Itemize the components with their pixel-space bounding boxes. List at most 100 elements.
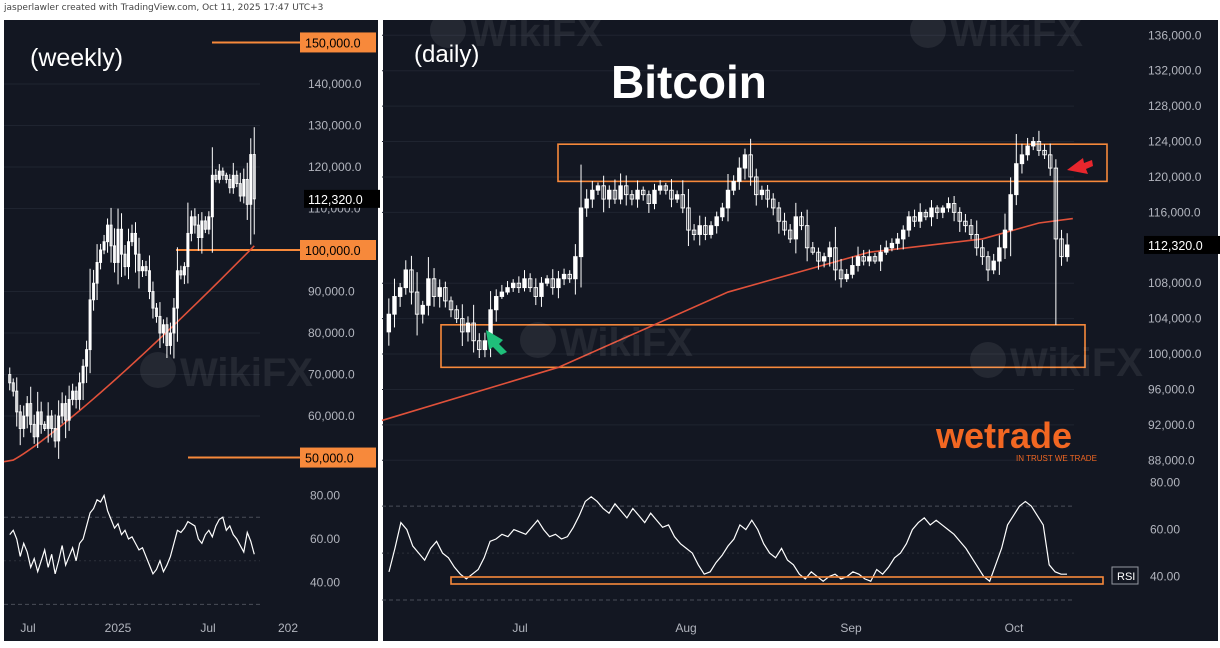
daily-candle	[652, 183, 657, 210]
daily-candle-body	[720, 207, 725, 218]
weekly-candle	[71, 383, 75, 406]
daily-candle	[550, 269, 555, 295]
weekly-candle	[39, 401, 43, 434]
daily-candle	[420, 300, 425, 324]
weekly-candle	[106, 218, 110, 253]
daily-candle	[742, 148, 748, 180]
daily-candle-body	[929, 207, 934, 218]
daily-candle	[691, 224, 697, 241]
daily-candle	[510, 279, 516, 292]
weekly-candle-body	[140, 266, 144, 272]
weekly-candle-body	[11, 382, 15, 392]
daily-candle-body	[1002, 229, 1008, 249]
daily-candle-body	[624, 185, 629, 196]
daily-panel: 136,000.0 132,000.0 128,000.0 124,000.0 120,…	[381, 20, 1220, 641]
weekly-candle	[235, 170, 239, 188]
daily-candle-body	[437, 287, 442, 297]
daily-rsi-line	[388, 496, 1068, 583]
weekly-rsi-tick-label: 60.00	[310, 532, 340, 546]
daily-candle-body	[641, 189, 646, 196]
weekly-candle-body	[113, 245, 117, 263]
daily-candle-body	[471, 322, 476, 342]
weekly-candle-body	[158, 315, 162, 334]
weekly-last-price-badge	[304, 189, 380, 208]
daily-candle	[578, 164, 584, 288]
daily-candle	[533, 278, 539, 306]
daily-candle	[573, 244, 578, 295]
daily-candle-body	[454, 309, 459, 320]
daily-candle	[782, 212, 787, 236]
weekly-candle-body	[137, 253, 141, 272]
daily-candle	[867, 249, 872, 267]
daily-candle-body	[674, 194, 680, 200]
daily-candle	[607, 185, 612, 209]
weekly-candle	[78, 372, 82, 410]
weekly-candle	[158, 302, 162, 348]
daily-candle-body	[431, 278, 437, 297]
weekly-candle	[123, 245, 127, 276]
daily-title: (daily)	[414, 41, 479, 68]
weekly-price-tick-label: 60,000.0	[308, 409, 355, 423]
weekly-candle-body	[217, 170, 221, 180]
weekly-candle-body	[25, 403, 29, 417]
daily-candle	[771, 193, 776, 216]
daily-rsi-tick-label: 40.00	[1150, 570, 1180, 584]
daily-time-tick-label: Oct	[1005, 621, 1024, 635]
weekly-candle-body	[242, 178, 246, 197]
daily-candle	[584, 189, 589, 217]
weekly-level-label: 50,000.0	[305, 452, 354, 466]
daily-candle	[674, 190, 680, 203]
daily-candle-body	[403, 269, 408, 289]
daily-candle-body	[759, 189, 765, 196]
weekly-candle-body	[64, 403, 68, 421]
daily-candle	[669, 179, 674, 208]
daily-candle-body	[827, 247, 832, 258]
wikifx-watermark-text: WikiFX	[180, 351, 313, 395]
daily-candle	[403, 260, 408, 295]
daily-candle-body	[771, 198, 776, 209]
daily-candle-body	[556, 278, 561, 289]
weekly-candle	[67, 385, 71, 431]
weekly-time-tick-label: Jul	[200, 621, 215, 635]
weekly-time-tick-label: Jul	[20, 621, 35, 635]
weekly-candle	[228, 174, 232, 194]
weekly-candle	[242, 168, 246, 204]
weekly-candle	[29, 386, 33, 433]
daily-candle-body	[635, 189, 640, 200]
daily-candle	[386, 298, 392, 346]
weekly-candle-body	[133, 232, 137, 255]
wetrade-logo-tagline: IN TRUST WE TRADE	[1016, 454, 1097, 463]
daily-candle	[454, 305, 459, 324]
daily-candle-body	[1053, 167, 1059, 240]
weekly-candle-body	[228, 178, 232, 189]
daily-candle	[443, 281, 448, 308]
daily-candle-body	[465, 322, 471, 333]
daily-candle	[714, 211, 719, 234]
weekly-level-label: 100,000.0	[305, 244, 361, 258]
daily-price-tick-label: 128,000.0	[1148, 99, 1202, 113]
daily-price-tick-label: 88,000.0	[1148, 453, 1195, 467]
daily-candle-body	[1036, 141, 1042, 151]
weekly-candle-body	[123, 253, 127, 268]
weekly-candle-body	[203, 220, 207, 230]
daily-candle-body	[980, 247, 985, 258]
weekly-candle-body	[95, 262, 99, 284]
daily-candle	[1008, 177, 1013, 257]
daily-candle	[612, 179, 618, 204]
weekly-candle-body	[154, 307, 158, 317]
daily-candle-body	[686, 207, 691, 231]
rsi-badge-label: RSI	[1117, 571, 1135, 583]
daily-candle-body	[550, 278, 555, 289]
wikifx-watermark: WikiFX	[140, 351, 313, 395]
daily-candle-body	[1042, 149, 1047, 156]
weekly-candle	[120, 213, 124, 277]
weekly-candle	[196, 213, 200, 251]
weekly-candle	[252, 127, 256, 235]
weekly-candle-body	[210, 174, 214, 218]
weekly-level-lines: 150,000.0 100,000.0 50,000.0	[176, 32, 376, 468]
daily-candle	[821, 252, 827, 268]
daily-candle-body	[810, 247, 815, 253]
weekly-level-badge	[300, 32, 376, 53]
wikifx-watermark-text: WikiFX	[560, 321, 693, 365]
